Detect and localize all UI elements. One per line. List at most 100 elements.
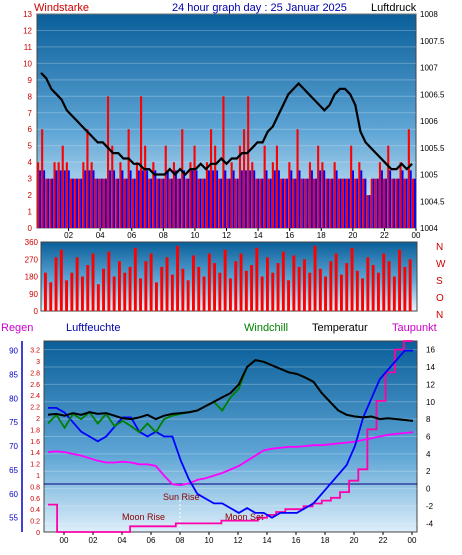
gust-bar <box>327 178 330 228</box>
gust-bar <box>220 178 223 228</box>
wind-bar <box>350 145 353 228</box>
direction-bar <box>382 253 386 311</box>
gust-bar <box>306 178 309 228</box>
wind-bar <box>140 96 143 228</box>
wind-bar <box>168 178 171 228</box>
gust-bar <box>212 170 214 228</box>
gust-bar <box>203 178 206 228</box>
temp-tick-label: 4 <box>426 450 431 459</box>
gust-bar <box>343 178 346 228</box>
direction-bar <box>287 280 290 311</box>
time-tick-label: 22 <box>379 536 388 545</box>
time-tick-label: 22 <box>380 231 389 240</box>
time-tick-label: 04 <box>118 536 127 545</box>
time-tick-label: 14 <box>254 231 263 240</box>
direction-bar <box>266 257 269 311</box>
time-tick-label: 00 <box>60 536 69 545</box>
wind-bar <box>300 178 303 228</box>
temp-tick-label: 0 <box>426 485 431 494</box>
moon-set-label: Moon Set <box>225 512 264 522</box>
humidity-line <box>48 349 413 519</box>
gust-bar <box>368 195 371 228</box>
wind-bar <box>362 178 365 228</box>
gust-bar <box>179 178 181 228</box>
direction-bar <box>281 251 285 311</box>
direction-bar <box>371 265 375 311</box>
regen-tick-label: 2 <box>36 416 40 423</box>
wind-bar <box>65 162 68 228</box>
gust-bar <box>253 170 256 228</box>
time-tick-label: 02 <box>89 536 98 545</box>
wind-bar <box>111 145 114 228</box>
direction-bar <box>160 266 164 311</box>
regen-tick-label: 2.4 <box>30 393 40 400</box>
time-tick-label: 20 <box>348 231 357 240</box>
direction-bar <box>324 276 327 311</box>
wind-bar <box>304 178 307 228</box>
direction-bar <box>59 249 63 311</box>
time-tick-label: 02 <box>64 231 73 240</box>
gust-bar <box>265 170 268 228</box>
wind-bar <box>399 162 402 228</box>
gust-bar <box>137 170 140 228</box>
direction-bar <box>107 251 111 311</box>
direction-bar <box>155 282 158 312</box>
wind-tick-label: 5 <box>28 142 33 151</box>
direction-bar <box>65 280 68 311</box>
direction-bar <box>96 284 100 311</box>
wind-bar <box>61 145 64 228</box>
temp-tick-label: 16 <box>426 346 435 355</box>
legend-regen: Regen <box>1 322 33 334</box>
gust-bar <box>393 178 396 228</box>
temp-tick-label: 6 <box>426 433 431 442</box>
time-tick-label: 16 <box>285 231 294 240</box>
wind-bar <box>247 96 250 228</box>
wind-bar <box>37 162 40 228</box>
wind-bar <box>193 145 196 228</box>
wind-bar <box>317 145 320 228</box>
direction-bar <box>44 272 47 311</box>
direction-bar <box>54 257 58 311</box>
direction-bar <box>271 272 275 311</box>
wind-bar <box>387 145 390 228</box>
gust-bar <box>55 170 58 228</box>
wind-bar <box>238 145 241 228</box>
gust-bar <box>63 170 66 228</box>
direction-bar <box>81 276 84 311</box>
gust-bar <box>286 178 289 228</box>
wind-bar <box>41 129 44 228</box>
direction-tick-label: 90 <box>29 290 38 299</box>
gust-bar <box>125 178 128 228</box>
direction-tick-label: 360 <box>25 238 39 247</box>
gust-bar <box>339 178 342 228</box>
time-tick-label: 00 <box>412 231 421 240</box>
temp-tick-label: 8 <box>426 415 431 424</box>
wind-bar <box>144 145 147 228</box>
gust-bar <box>298 170 301 228</box>
wind-bar <box>259 178 262 228</box>
wind-tick-label: 3 <box>28 175 33 184</box>
gust-bar <box>282 178 284 228</box>
wind-bar <box>74 178 77 228</box>
gust-bar <box>162 178 165 228</box>
wind-bar <box>243 129 246 228</box>
temp-tick-label: -2 <box>426 502 434 511</box>
time-tick-label: 08 <box>159 231 168 240</box>
direction-bar <box>218 272 222 311</box>
gust-bar <box>191 170 194 228</box>
wind-tick-label: 9 <box>28 76 33 85</box>
wind-bar <box>197 178 200 228</box>
direction-bar <box>213 263 216 311</box>
gust-bar <box>232 170 235 228</box>
humidity-tick-label: 75 <box>9 418 18 427</box>
wind-tick-label: 6 <box>28 125 33 134</box>
compass-n-top: N <box>436 242 443 253</box>
time-tick-label: 00 <box>408 536 417 545</box>
wind-bar <box>296 129 299 228</box>
gust-bar <box>150 178 153 228</box>
gust-bar <box>405 178 408 228</box>
direction-bar <box>308 272 312 311</box>
direction-bar <box>303 259 306 312</box>
gust-bar <box>294 178 297 228</box>
direction-bar <box>176 245 179 311</box>
